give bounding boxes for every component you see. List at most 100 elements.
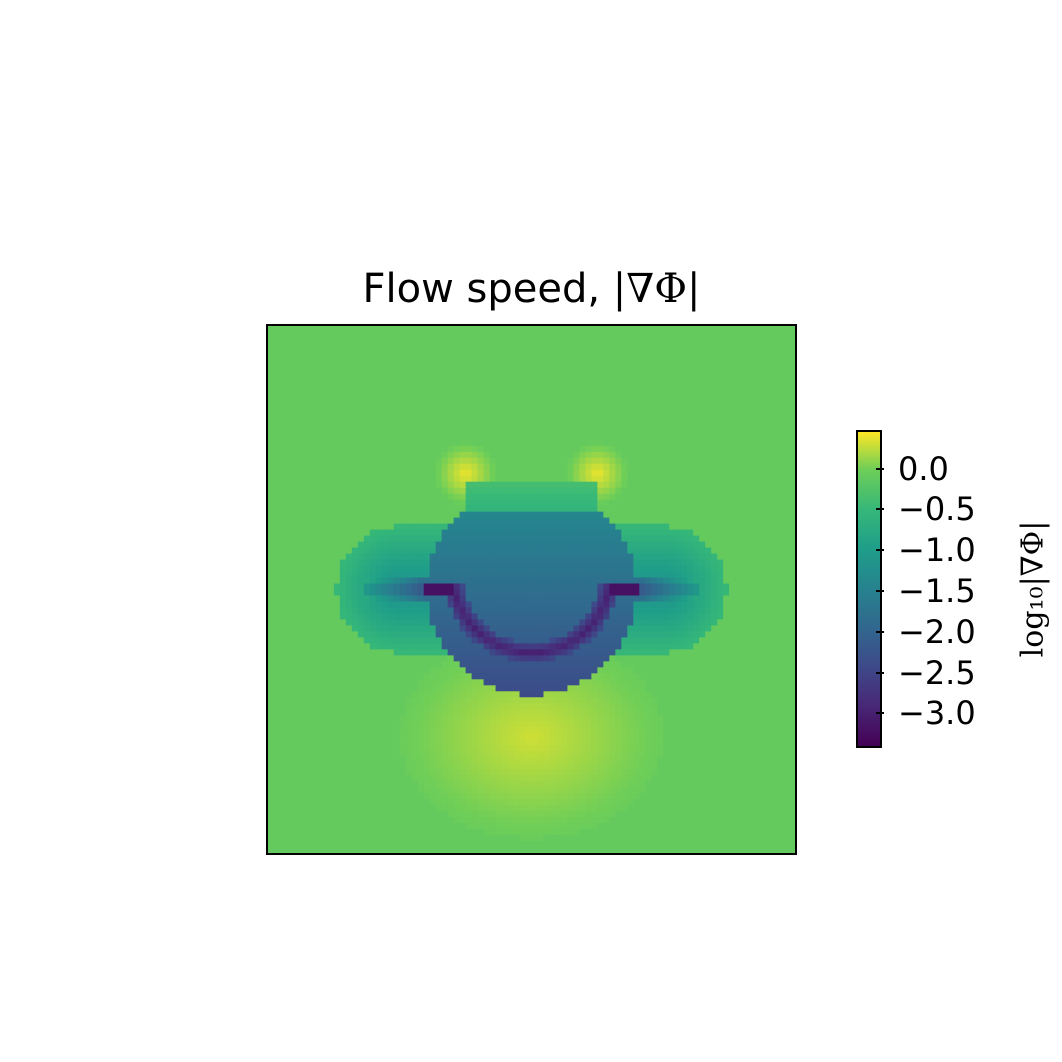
heatmap-cell [717, 523, 724, 531]
heatmap-cell [513, 547, 521, 555]
heatmap-cell [777, 607, 784, 615]
heatmap-cell [507, 529, 515, 537]
heatmap-cell [273, 631, 281, 639]
heatmap-cell [411, 655, 419, 662]
heatmap-cell [441, 409, 449, 417]
heatmap-cell [723, 547, 730, 555]
heatmap-cell [327, 583, 335, 591]
heatmap-cell [573, 523, 581, 531]
heatmap-cell [615, 655, 622, 662]
heatmap-cell [525, 397, 533, 405]
heatmap-cell [381, 595, 389, 603]
heatmap-cell [609, 403, 616, 411]
heatmap-cell [477, 529, 485, 537]
heatmap-cell [603, 385, 610, 393]
heatmap-cell [525, 439, 533, 447]
heatmap-cell [753, 625, 760, 633]
heatmap-cell [309, 343, 317, 351]
heatmap-cell [609, 571, 616, 579]
heatmap-cell [369, 331, 377, 339]
heatmap-cell [423, 631, 431, 639]
heatmap-cell [363, 529, 371, 537]
heatmap-cell [579, 493, 586, 501]
heatmap-cell [735, 343, 742, 351]
heatmap-cell [561, 649, 569, 656]
heatmap-cell [459, 499, 467, 507]
heatmap-cell [513, 409, 521, 417]
heatmap-cell [717, 373, 724, 381]
heatmap-cell [705, 589, 712, 597]
heatmap-cell [525, 373, 533, 381]
heatmap-cell [723, 529, 730, 537]
heatmap-cell [268, 625, 275, 633]
heatmap-cell [777, 481, 784, 489]
heatmap-cell [657, 559, 664, 567]
heatmap-cell [513, 541, 521, 549]
heatmap-cell [687, 385, 694, 393]
heatmap-cell [375, 355, 383, 363]
heatmap-cell [417, 439, 425, 447]
heatmap-cell [753, 379, 760, 387]
heatmap-cell [441, 451, 449, 459]
heatmap-cell [519, 655, 527, 662]
heatmap-cell [621, 649, 628, 656]
heatmap-cell [711, 487, 718, 495]
heatmap-cell [483, 427, 491, 435]
heatmap-cell [615, 373, 622, 381]
heatmap-cell [597, 367, 604, 375]
heatmap-cell [651, 457, 658, 465]
heatmap-cell [717, 445, 724, 453]
heatmap-cell [333, 499, 341, 507]
heatmap-cell [387, 475, 395, 483]
heatmap-cell [381, 451, 389, 459]
heatmap-cell [543, 391, 551, 399]
heatmap-cell [567, 427, 575, 435]
heatmap-cell [351, 439, 359, 447]
heatmap-cell [333, 439, 341, 447]
heatmap-cell [465, 535, 473, 543]
heatmap-cell [615, 439, 622, 447]
heatmap-cell [609, 451, 616, 459]
heatmap-cell [423, 661, 431, 668]
heatmap-cell [279, 643, 287, 650]
heatmap-cell [699, 655, 706, 662]
heatmap-cell [303, 367, 311, 375]
heatmap-cell [651, 427, 658, 435]
heatmap-cell [693, 379, 700, 387]
heatmap-cell [399, 553, 407, 561]
heatmap-cell [459, 439, 467, 447]
heatmap-cell [399, 439, 407, 447]
heatmap-cell [543, 649, 551, 656]
heatmap-cell [573, 601, 581, 609]
heatmap-cell [507, 361, 515, 369]
heatmap-cell [297, 523, 305, 531]
heatmap-cell [759, 433, 766, 441]
heatmap-cell [729, 655, 736, 662]
heatmap-cell [375, 403, 383, 411]
heatmap-cell [327, 355, 335, 363]
heatmap-cell [351, 451, 359, 459]
heatmap-cell [597, 457, 604, 465]
heatmap-cell [645, 499, 652, 507]
heatmap-cell [501, 326, 509, 333]
heatmap-cell [531, 529, 539, 537]
heatmap-cell [675, 577, 682, 585]
heatmap-cell [729, 619, 736, 627]
heatmap-cell [291, 367, 299, 375]
heatmap-cell [765, 337, 772, 345]
heatmap-cell [555, 625, 563, 633]
heatmap-cell [687, 469, 694, 477]
heatmap-cell [321, 613, 329, 621]
heatmap-cell [339, 589, 347, 597]
heatmap-cell [351, 385, 359, 393]
heatmap-cell [381, 547, 389, 555]
heatmap-cell [339, 415, 347, 423]
heatmap-cell [621, 517, 628, 525]
heatmap-cell [597, 487, 604, 495]
heatmap-cell [297, 493, 305, 501]
heatmap-cell [567, 343, 575, 351]
heatmap-cell [597, 523, 604, 531]
heatmap-cell [627, 613, 634, 621]
heatmap-cell [591, 469, 598, 477]
heatmap-cell [447, 577, 455, 585]
